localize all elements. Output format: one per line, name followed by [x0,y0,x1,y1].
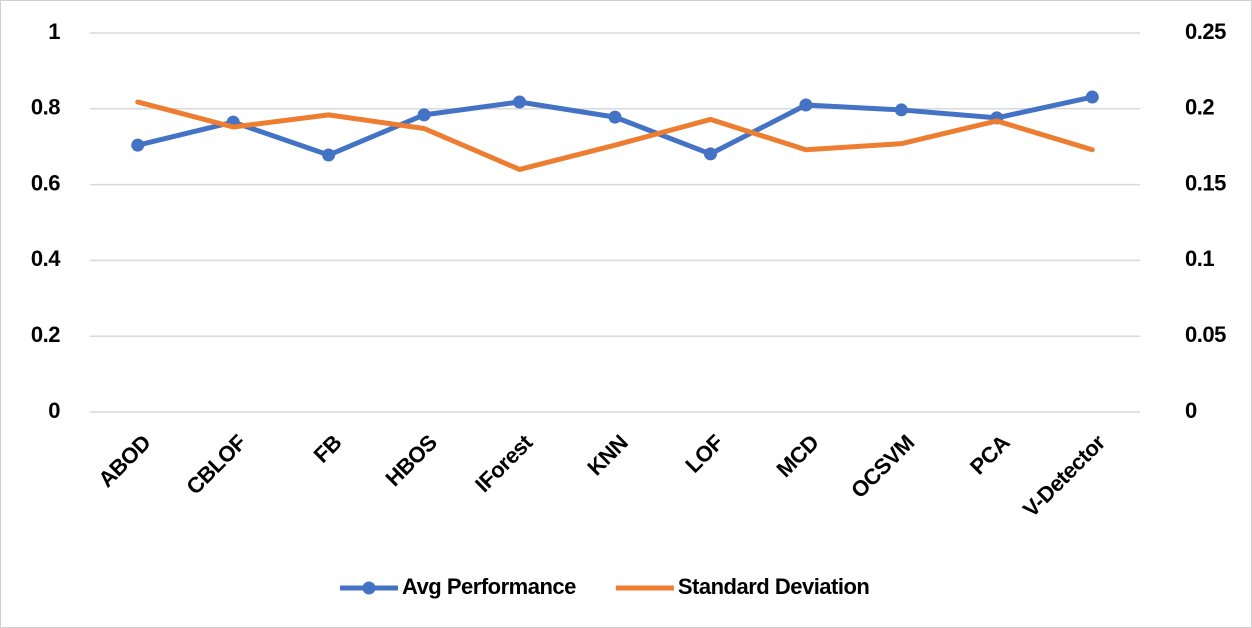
legend-label: Standard Deviation [678,574,870,599]
y2-tick-label: 0.25 [1185,19,1226,44]
series-marker [417,108,431,122]
series-marker [608,110,622,124]
y-tick-label: 0.2 [31,322,60,347]
y-tick-label: 1 [48,19,60,44]
y2-tick-label: 0 [1185,398,1197,423]
series-marker [1085,90,1099,104]
series-marker [703,147,717,161]
y-tick-label: 0.4 [31,246,61,271]
y-tick-label: 0 [48,398,60,423]
y2-tick-label: 0.05 [1185,322,1226,347]
y2-tick-label: 0.2 [1185,95,1214,120]
series-marker [131,138,145,152]
y2-tick-label: 0.15 [1185,170,1226,195]
y2-tick-label: 0.1 [1185,246,1214,271]
legend-marker [362,581,376,595]
series-marker [513,95,527,109]
legend-label: Avg Performance [402,574,576,599]
y-tick-label: 0.8 [31,95,60,120]
series-marker [322,148,336,162]
series-line [135,99,1095,172]
series-marker [799,98,813,112]
series-marker [894,103,908,117]
y-tick-label: 0.6 [31,170,60,195]
